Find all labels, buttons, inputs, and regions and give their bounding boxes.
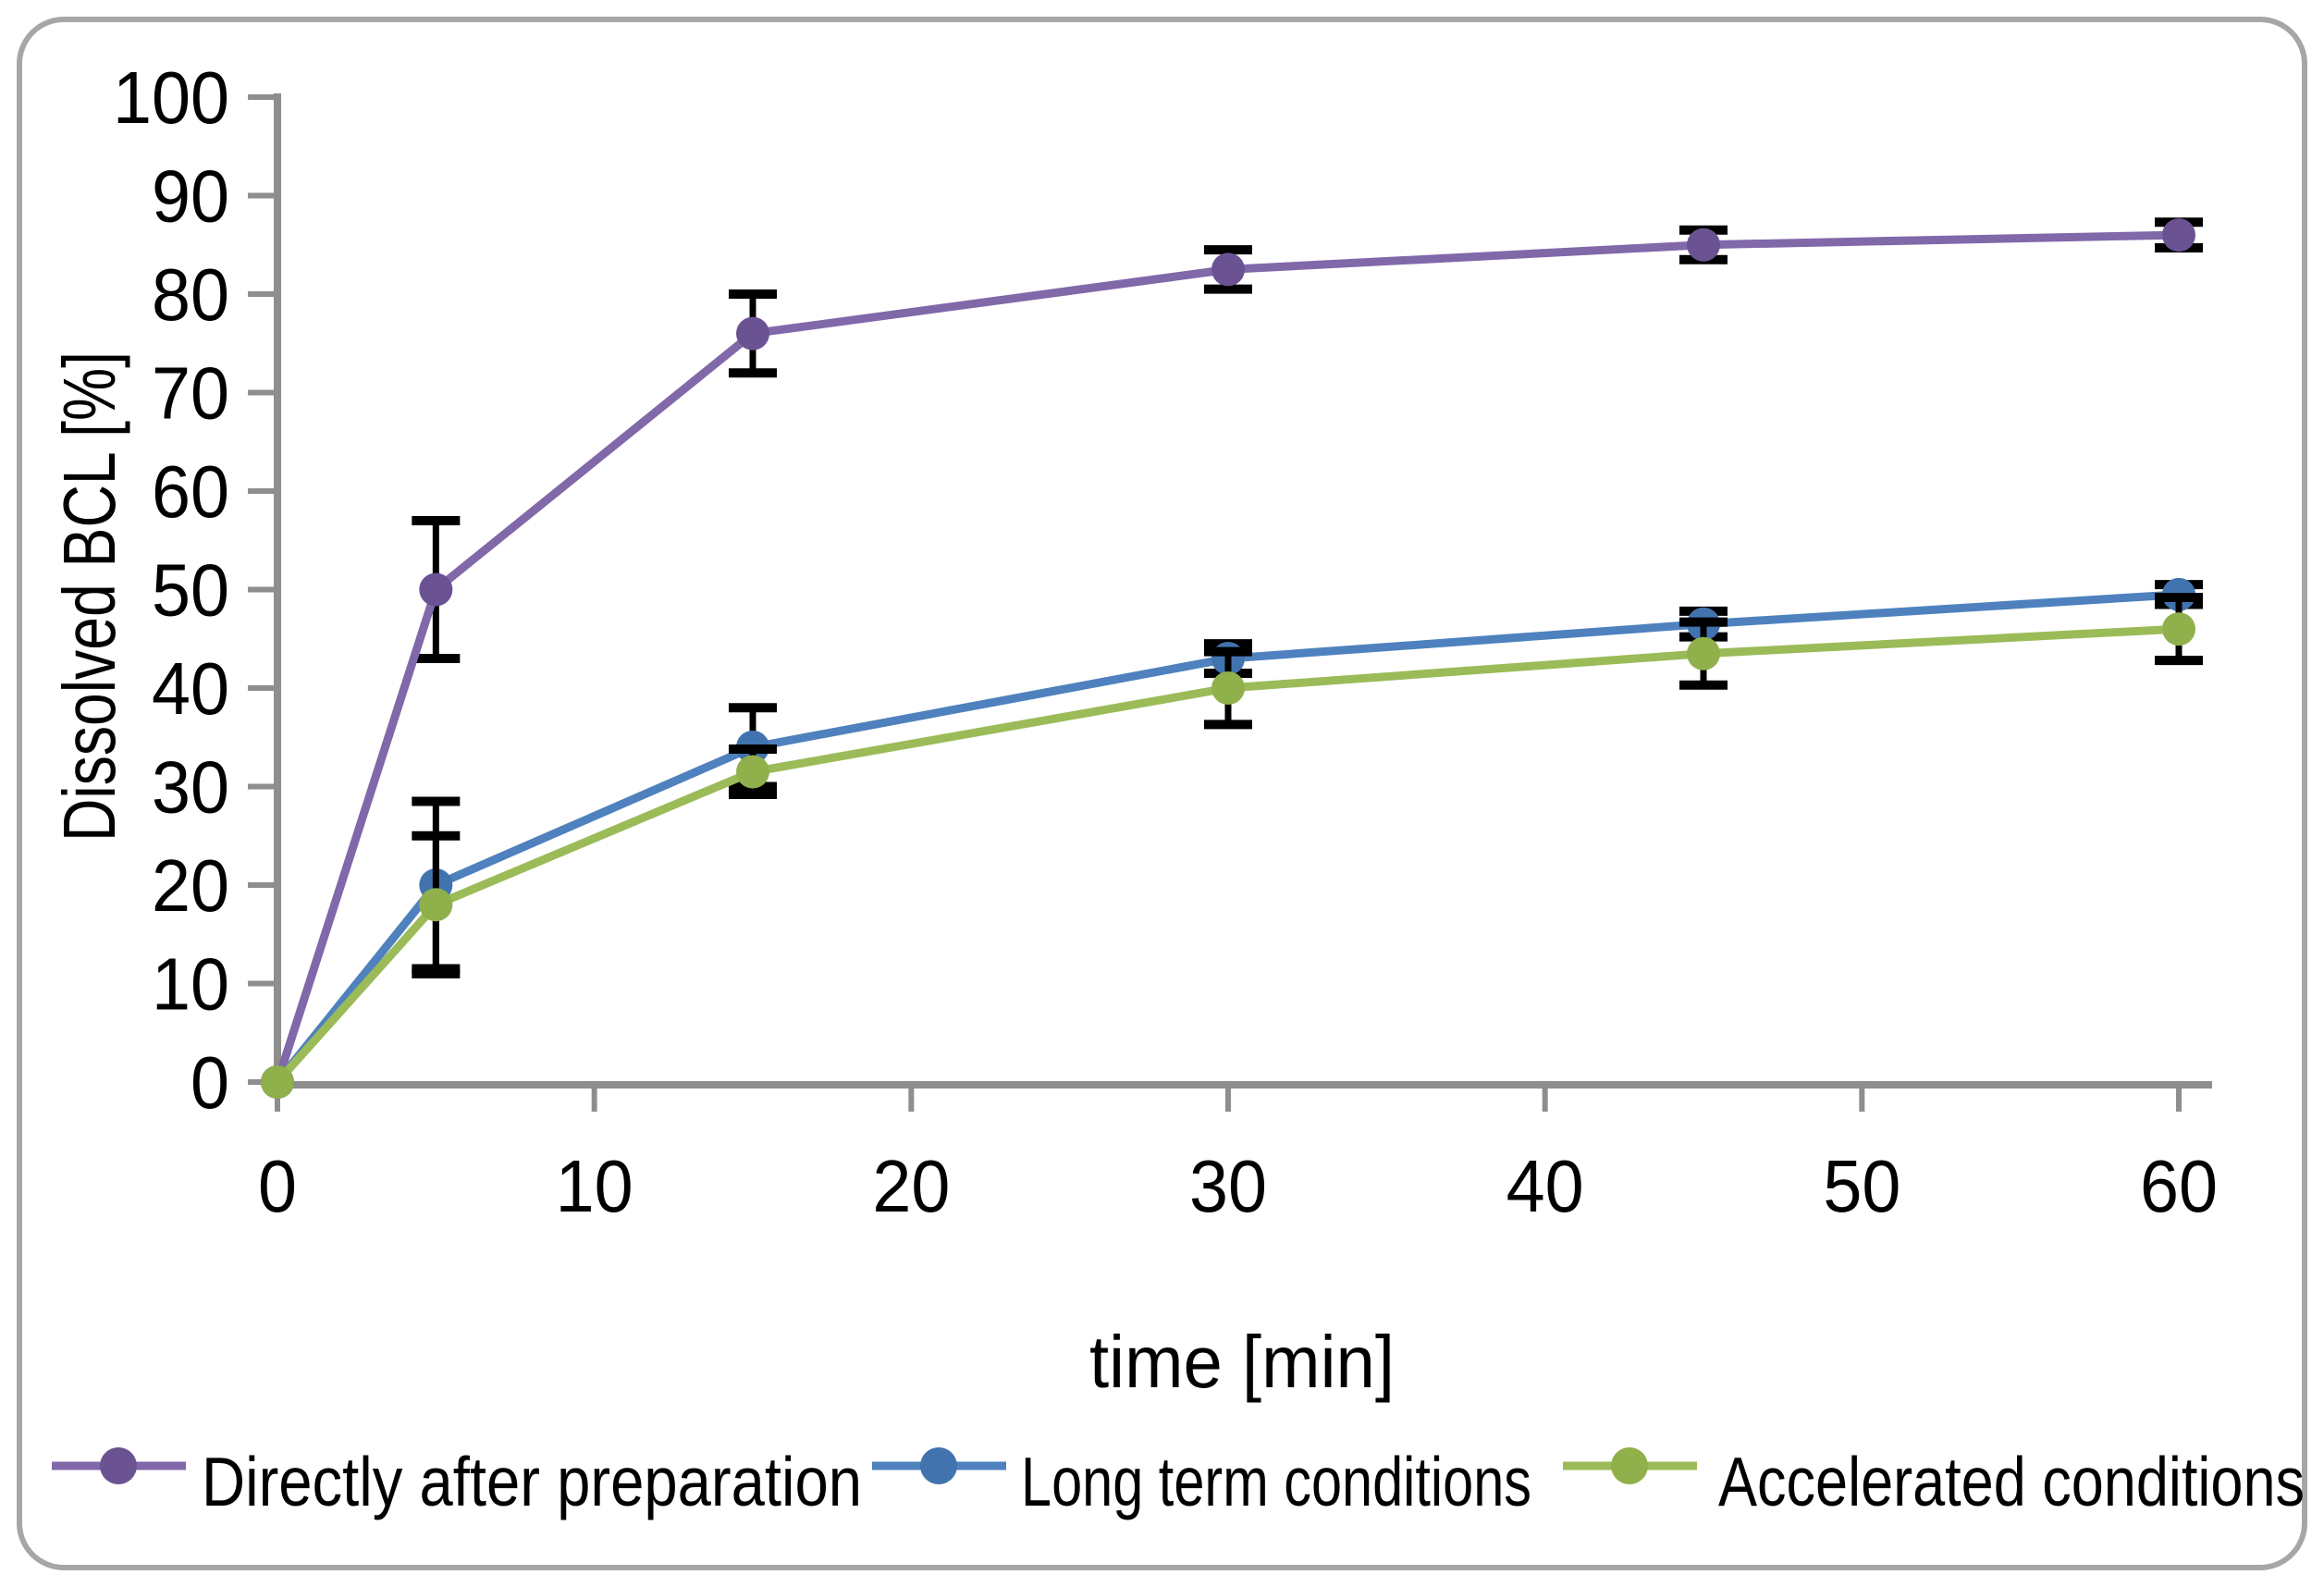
x-axis-title: time [min] xyxy=(1089,1321,1395,1403)
series-line xyxy=(274,590,2180,1085)
x-tick-label: 10 xyxy=(556,1145,633,1227)
series-directly-after-preparation xyxy=(261,217,2204,1099)
legend-marker xyxy=(1611,1447,1648,1484)
data-point-marker xyxy=(1687,228,1721,262)
x-tick-label: 60 xyxy=(2140,1145,2218,1227)
data-point-marker xyxy=(2162,612,2196,646)
legend-label: Accelerated conditions xyxy=(1718,1443,2305,1520)
data-point-marker xyxy=(2162,218,2196,252)
y-tick-label: 40 xyxy=(152,647,229,730)
y-axis-title: Dissolved BCL [%] xyxy=(48,351,130,842)
data-point-marker xyxy=(1211,252,1246,287)
y-tick-label: 60 xyxy=(152,450,229,533)
figure-frame xyxy=(17,17,2307,1570)
x-tick-label: 50 xyxy=(1823,1145,1900,1227)
data-point-marker xyxy=(1211,671,1246,705)
legend-label: Directly after preparation xyxy=(202,1443,862,1520)
legend: Directly after preparation Long term cond… xyxy=(52,1443,2305,1520)
y-tick-label: 50 xyxy=(152,549,229,632)
series-accelerated-conditions xyxy=(261,593,2204,1099)
plot-area: 0 10 20 30 40 50 60 70 80 90 100 0 10 20 30 40 50 60 xyxy=(113,56,2218,1227)
legend-label: Long term conditions xyxy=(1021,1443,1531,1520)
legend-marker xyxy=(100,1447,137,1484)
data-point-marker xyxy=(261,1065,294,1099)
legend-item-long-term-conditions: Long term conditions xyxy=(872,1443,1531,1520)
series-line xyxy=(274,624,2180,1085)
y-tick-label: 20 xyxy=(152,844,229,927)
y-tick-label: 90 xyxy=(152,155,229,238)
y-tick-label: 30 xyxy=(152,746,229,829)
legend-marker xyxy=(920,1447,957,1484)
x-tick-label: 40 xyxy=(1506,1145,1584,1227)
x-tick-label: 30 xyxy=(1189,1145,1267,1227)
series-line xyxy=(273,230,2180,1084)
legend-item-directly-after-preparation: Directly after preparation xyxy=(52,1443,862,1520)
data-point-marker xyxy=(736,755,770,789)
x-tick-label: 20 xyxy=(872,1145,950,1227)
data-point-marker xyxy=(1687,636,1721,670)
data-point-marker xyxy=(419,572,453,607)
data-point-marker xyxy=(419,888,453,922)
y-tick-label: 10 xyxy=(152,943,229,1026)
y-tick-label: 0 xyxy=(191,1041,229,1124)
legend-item-accelerated-conditions: Accelerated conditions xyxy=(1563,1443,2305,1520)
y-tick-label: 80 xyxy=(152,253,229,336)
data-point-marker xyxy=(736,316,770,351)
y-tick-label: 100 xyxy=(113,56,229,139)
y-tick-label: 70 xyxy=(152,352,229,435)
x-tick-label: 0 xyxy=(258,1145,297,1227)
